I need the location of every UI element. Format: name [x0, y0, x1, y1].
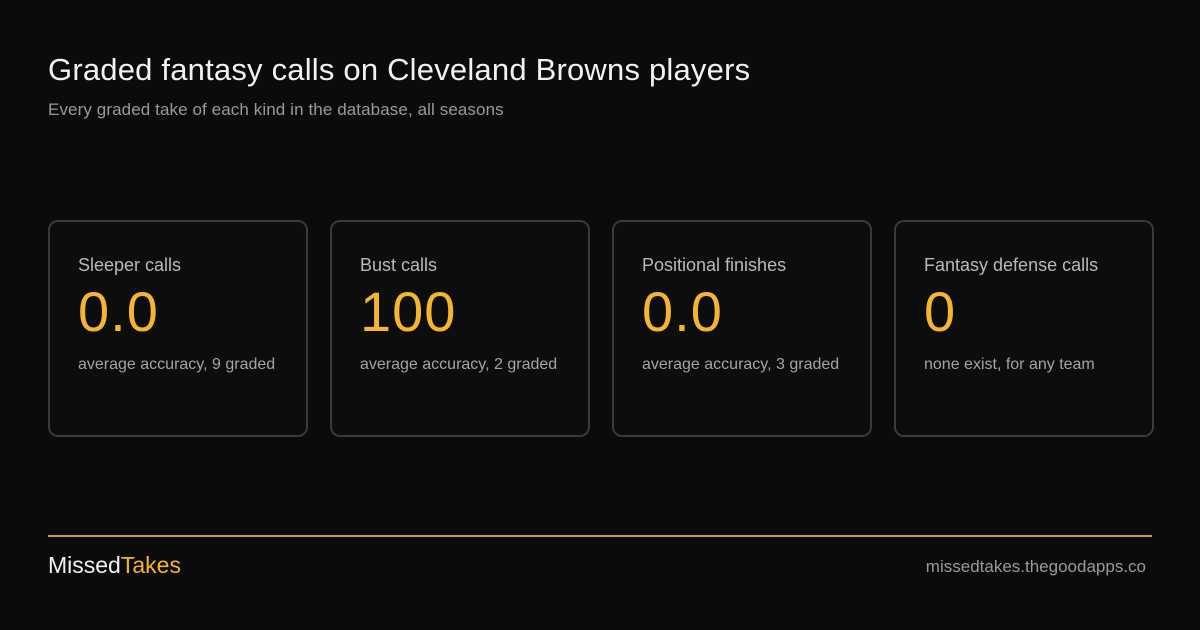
stat-card-label: Sleeper calls: [78, 255, 182, 275]
brand-logo-part2: Takes: [120, 552, 181, 578]
stat-card-label: Bust calls: [360, 255, 438, 275]
page-title: Graded fantasy calls on Cleveland Browns…: [48, 52, 751, 87]
stat-cards: Sleeper calls 0.0 average accuracy, 9 gr…: [48, 220, 1154, 437]
stat-card-positional: Positional finishes 0.0 average accuracy…: [612, 220, 872, 437]
stat-card-value: 100: [360, 280, 457, 343]
stat-card-bust: Bust calls 100 average accuracy, 2 grade…: [330, 220, 590, 437]
stat-card-label: Positional finishes: [642, 255, 787, 275]
stat-card-value: 0.0: [78, 280, 159, 343]
footer-divider: [48, 535, 1152, 537]
page-subtitle: Every graded take of each kind in the da…: [48, 100, 504, 119]
stat-card-sleeper: Sleeper calls 0.0 average accuracy, 9 gr…: [48, 220, 308, 437]
stat-card-note: average accuracy, 9 graded: [78, 356, 276, 373]
site-url: missedtakes.thegoodapps.co: [925, 557, 1146, 576]
stat-card-defense: Fantasy defense calls 0 none exist, for …: [894, 220, 1154, 437]
stat-card-note: average accuracy, 2 graded: [360, 356, 558, 373]
brand-logo: MissedTakes: [48, 552, 181, 579]
stat-card-note: average accuracy, 3 graded: [642, 356, 840, 373]
stat-card-value: 0.0: [642, 280, 723, 343]
brand-logo-part1: Missed: [48, 552, 121, 578]
stat-card-note: none exist, for any team: [924, 356, 1095, 373]
stat-card-label: Fantasy defense calls: [924, 255, 1099, 275]
stat-card-value: 0: [924, 280, 957, 343]
